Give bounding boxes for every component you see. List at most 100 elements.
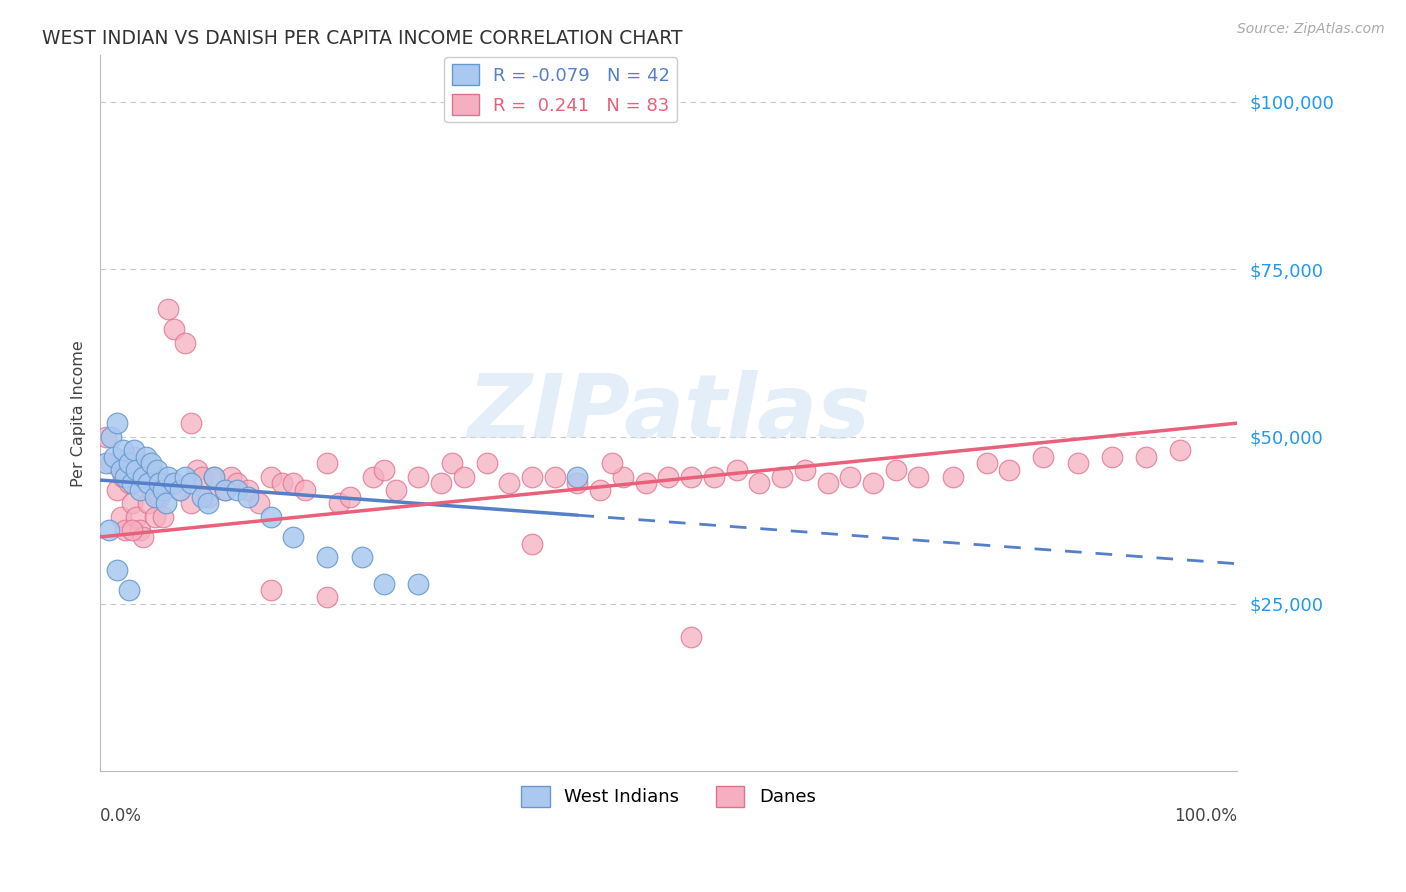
Point (169, 483, 191, 497)
Point (157, 302, 180, 317)
Point (135, 450, 157, 464)
Point (1135, 450, 1157, 464)
Point (567, 476, 589, 491)
Point (197, 496, 219, 510)
Point (121, 523, 143, 537)
Point (152, 483, 174, 497)
Point (111, 442, 134, 457)
Point (520, 536, 543, 550)
Point (132, 469, 155, 483)
Point (408, 469, 430, 483)
Point (316, 590, 339, 604)
Point (283, 530, 305, 544)
Point (294, 483, 316, 497)
Point (125, 509, 148, 524)
Text: 100.0%: 100.0% (1174, 807, 1237, 825)
Point (155, 496, 177, 510)
Point (634, 476, 657, 491)
Point (117, 476, 139, 491)
Point (862, 476, 884, 491)
Point (453, 469, 475, 483)
Point (129, 523, 152, 537)
Point (105, 563, 128, 577)
Point (817, 476, 839, 491)
Point (122, 442, 145, 457)
Point (136, 476, 159, 491)
Point (681, 469, 703, 483)
Point (114, 469, 136, 483)
Point (121, 496, 143, 510)
Point (941, 469, 963, 483)
Point (259, 469, 281, 483)
Point (725, 463, 748, 477)
Point (612, 469, 634, 483)
Point (373, 463, 395, 477)
Point (180, 416, 202, 430)
Point (225, 476, 247, 491)
Point (152, 509, 174, 524)
Point (103, 450, 125, 464)
Point (202, 469, 225, 483)
Point (373, 576, 395, 591)
Point (146, 469, 169, 483)
Point (180, 496, 202, 510)
Point (600, 456, 623, 470)
Point (839, 469, 862, 483)
Point (259, 509, 281, 524)
Point (998, 463, 1021, 477)
Point (884, 463, 907, 477)
Point (105, 416, 128, 430)
Point (271, 476, 294, 491)
Point (105, 483, 128, 497)
Point (143, 509, 166, 524)
Point (214, 483, 236, 497)
Point (132, 530, 155, 544)
Point (141, 483, 163, 497)
Point (770, 469, 793, 483)
Point (339, 490, 361, 504)
Point (121, 476, 143, 491)
Point (247, 496, 270, 510)
Point (520, 469, 543, 483)
Point (976, 456, 998, 470)
Point (219, 469, 242, 483)
Point (110, 509, 132, 524)
Point (1066, 456, 1088, 470)
Point (316, 549, 339, 564)
Point (141, 456, 163, 470)
Point (148, 476, 170, 491)
Point (498, 476, 520, 491)
Point (163, 322, 186, 336)
Point (146, 463, 169, 477)
Point (225, 483, 247, 497)
Point (681, 630, 703, 644)
Point (94, 429, 117, 443)
Point (117, 583, 139, 598)
Text: WEST INDIAN VS DANISH PER CAPITA INCOME CORRELATION CHART: WEST INDIAN VS DANISH PER CAPITA INCOME … (42, 29, 683, 47)
Point (111, 469, 134, 483)
Point (475, 456, 498, 470)
Point (169, 483, 191, 497)
Point (186, 463, 208, 477)
Point (1101, 450, 1123, 464)
Point (94, 456, 117, 470)
Point (384, 483, 406, 497)
Point (214, 483, 236, 497)
Point (129, 483, 152, 497)
Point (135, 469, 157, 483)
Y-axis label: Per Capita Income: Per Capita Income (72, 340, 86, 486)
Point (143, 490, 166, 504)
Point (350, 549, 373, 564)
Text: 0.0%: 0.0% (100, 807, 142, 825)
Point (197, 490, 219, 504)
Point (122, 450, 145, 464)
Point (202, 469, 225, 483)
Point (657, 469, 679, 483)
Point (703, 469, 725, 483)
Point (117, 456, 139, 470)
Point (157, 469, 180, 483)
Point (361, 469, 384, 483)
Point (125, 463, 148, 477)
Point (236, 483, 259, 497)
Point (163, 476, 186, 491)
